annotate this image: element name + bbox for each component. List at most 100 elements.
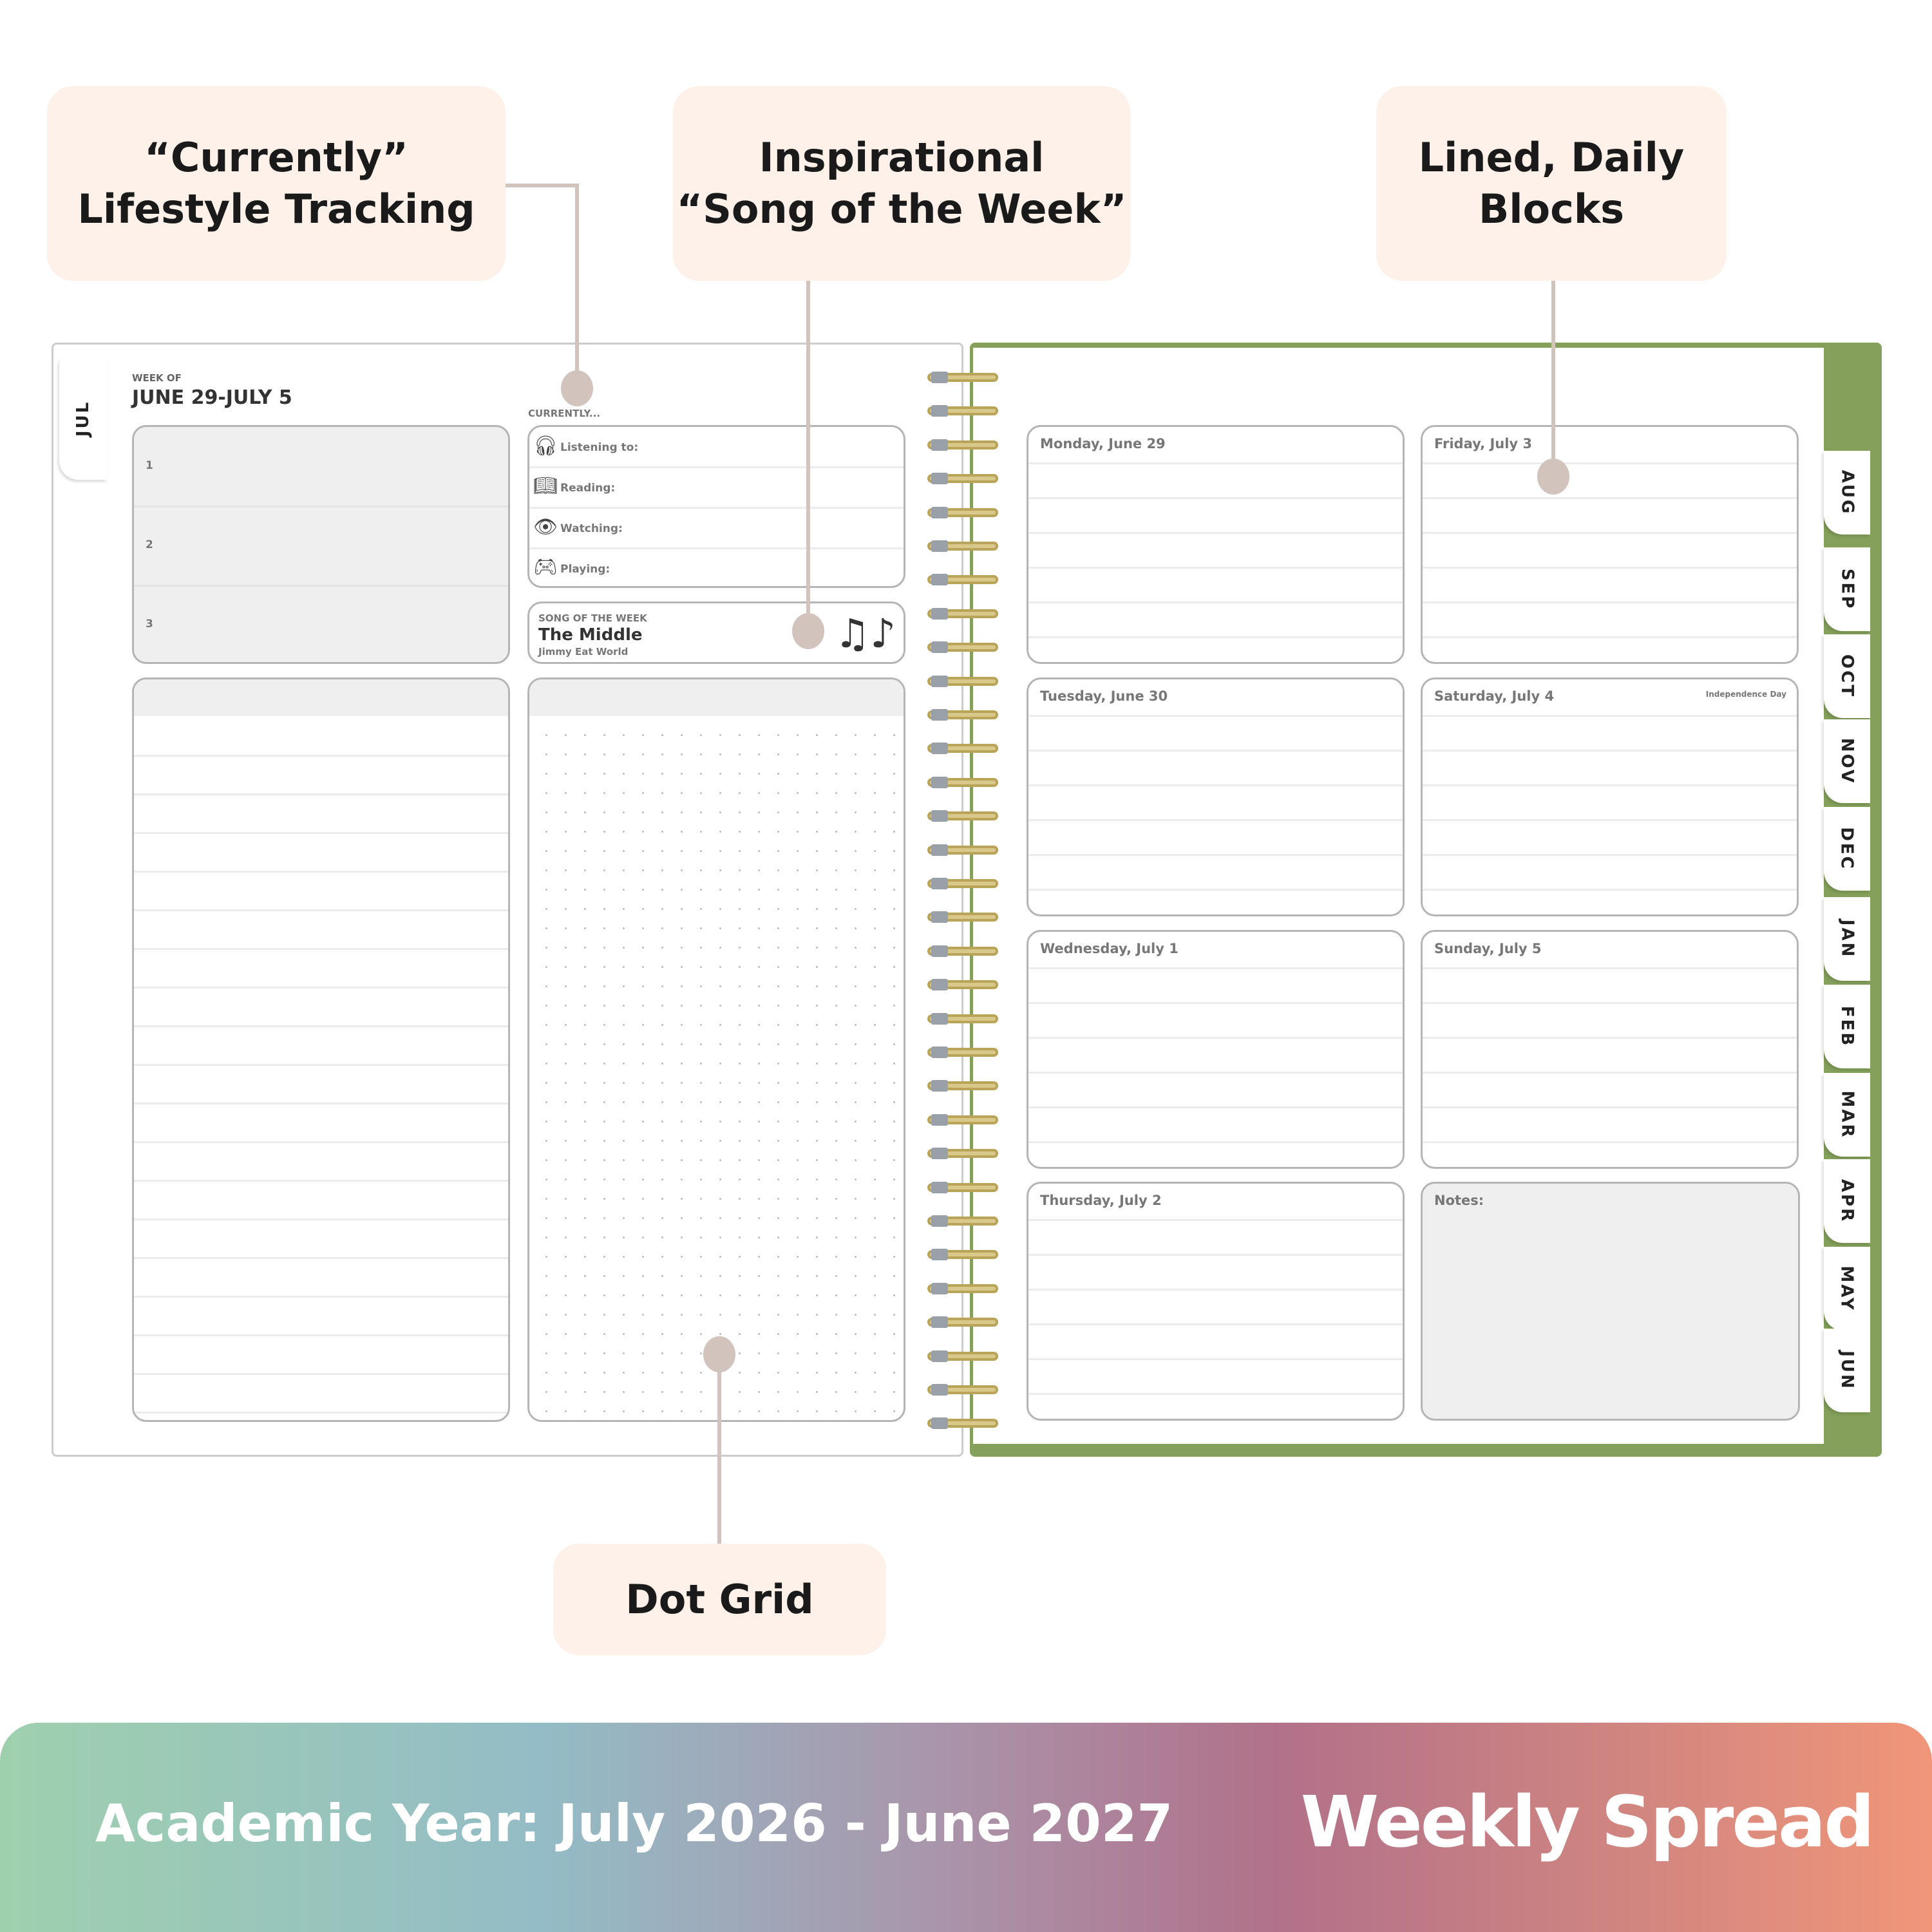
month-tab-sep[interactable]: SEP: [1824, 547, 1870, 631]
grid-dot: [545, 1159, 547, 1161]
grid-dot: [623, 734, 625, 736]
day-block[interactable]: Saturday, July 4 Independence Day: [1421, 677, 1799, 916]
grid-dot: [545, 947, 547, 949]
notes-lined-box: [132, 677, 510, 1422]
month-tab-jan[interactable]: JAN: [1824, 897, 1870, 981]
month-tab-jul[interactable]: JUL: [59, 357, 107, 480]
ruled-line: [1423, 462, 1797, 464]
ruled-line: [1423, 601, 1797, 603]
grid-dot: [874, 1063, 876, 1065]
ruled-line: [1028, 889, 1403, 891]
day-block[interactable]: Sunday, July 5: [1421, 930, 1799, 1169]
ruled-line: [134, 1334, 508, 1336]
ruled-line: [134, 1103, 508, 1104]
grid-dot: [758, 1082, 760, 1084]
grid-dot: [623, 1024, 625, 1026]
ruled-line: [1423, 497, 1797, 499]
grid-dot: [739, 1121, 741, 1122]
grid-dot: [681, 1159, 683, 1161]
grid-dot: [777, 908, 779, 910]
month-tab-apr[interactable]: APR: [1824, 1159, 1870, 1243]
currently-item-label: Playing:: [560, 563, 611, 576]
grid-dot: [623, 985, 625, 987]
month-tab-nov[interactable]: NOV: [1824, 719, 1870, 803]
grid-dot: [739, 1198, 741, 1200]
grid-dot: [661, 1217, 663, 1219]
grid-dot: [545, 811, 547, 813]
spiral-ring: [927, 1113, 1005, 1127]
grid-dot: [855, 753, 857, 755]
notes-box[interactable]: Notes:: [1421, 1182, 1800, 1421]
grid-dot: [681, 1082, 683, 1084]
grid-dot: [700, 1198, 702, 1200]
grid-dot: [603, 1159, 605, 1161]
grid-dot: [700, 1410, 702, 1412]
grid-dot: [719, 1256, 721, 1258]
ruled-line: [1423, 636, 1797, 638]
grid-dot: [623, 1275, 625, 1277]
month-tab-mar[interactable]: MAR: [1824, 1073, 1870, 1157]
day-block[interactable]: Wednesday, July 1: [1027, 930, 1405, 1169]
day-block[interactable]: Friday, July 3: [1421, 425, 1799, 664]
grid-dot: [719, 1121, 721, 1122]
spiral-ring: [927, 741, 1005, 755]
grid-dot: [565, 1198, 567, 1200]
day-block[interactable]: Thursday, July 2: [1027, 1182, 1405, 1421]
grid-dot: [816, 1294, 818, 1296]
month-tab-jun[interactable]: JUN: [1824, 1329, 1870, 1412]
day-block[interactable]: Tuesday, June 30: [1027, 677, 1405, 916]
grid-dot: [739, 869, 741, 871]
grid-dot: [642, 1314, 644, 1316]
grid-dot: [565, 850, 567, 852]
grid-dot: [719, 1140, 721, 1142]
grid-dot: [642, 1005, 644, 1007]
month-tab-dec[interactable]: DEC: [1824, 807, 1870, 891]
grid-dot: [874, 1005, 876, 1007]
day-block[interactable]: Monday, June 29: [1027, 425, 1405, 664]
grid-dot: [700, 927, 702, 929]
grid-dot: [623, 908, 625, 910]
grid-dot: [739, 1101, 741, 1103]
grid-dot: [739, 908, 741, 910]
grid-dot: [758, 1333, 760, 1335]
grid-dot: [874, 792, 876, 794]
grid-dot: [739, 1024, 741, 1026]
grid-dot: [739, 1159, 741, 1161]
grid-dot: [584, 1256, 586, 1258]
grid-dot: [719, 966, 721, 968]
grid-dot: [855, 1217, 857, 1219]
grid-dot: [661, 985, 663, 987]
grid-dot: [603, 869, 605, 871]
grid-dot: [835, 1352, 837, 1354]
month-tab-feb[interactable]: FEB: [1824, 985, 1870, 1068]
ruled-line: [1028, 854, 1403, 856]
grid-dot: [739, 889, 741, 891]
grid-dot: [565, 792, 567, 794]
grid-dot: [758, 1121, 760, 1122]
grid-dot: [603, 1314, 605, 1316]
grid-dot: [816, 811, 818, 813]
month-tab-may[interactable]: MAY: [1824, 1247, 1870, 1331]
leader-dot: [561, 370, 593, 406]
grid-dot: [603, 1179, 605, 1180]
grid-dot: [874, 1410, 876, 1412]
grid-dot: [835, 1179, 837, 1180]
grid-dot: [623, 1314, 625, 1316]
grid-dot: [603, 947, 605, 949]
grid-dot: [642, 889, 644, 891]
grid-dot: [565, 1294, 567, 1296]
month-tab-oct[interactable]: OCT: [1824, 634, 1870, 718]
ruled-line: [1028, 784, 1403, 786]
grid-dot: [874, 1198, 876, 1200]
grid-dot: [603, 908, 605, 910]
grid-dot: [893, 831, 895, 833]
grid-dot: [855, 1179, 857, 1180]
grid-dot: [565, 927, 567, 929]
grid-dot: [661, 1372, 663, 1374]
grid-dot: [893, 1101, 895, 1103]
grid-dot: [855, 1275, 857, 1277]
grid-dot: [661, 734, 663, 736]
spiral-ring: [927, 843, 1005, 857]
month-tab-aug[interactable]: AUG: [1824, 451, 1870, 535]
tab-label: DEC: [1837, 827, 1857, 871]
